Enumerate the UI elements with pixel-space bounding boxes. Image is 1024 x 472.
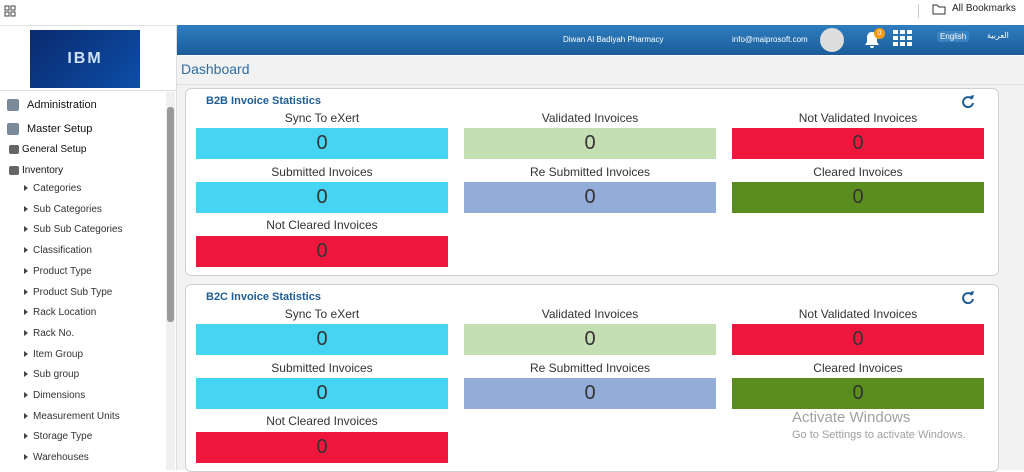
sidebar-item[interactable]: Item Group [33, 348, 84, 360]
sidebar-item[interactable]: Dimensions [33, 390, 86, 401]
grid-menu[interactable] [893, 30, 913, 47]
stat-value[interactable]: 0 [464, 128, 716, 159]
sidebar-item[interactable]: Rack Location [33, 307, 97, 319]
sidebar-item[interactable]: Sub Categories [33, 203, 102, 215]
caret [24, 247, 28, 254]
caret [24, 392, 28, 398]
stat-label: Sync To eXert [284, 111, 360, 125]
stat-label: Re Submitted Invoices [529, 360, 651, 375]
subsection-icon [9, 145, 19, 154]
avatar[interactable] [820, 28, 844, 52]
page-title: Dashboard [181, 61, 250, 77]
logo: IBM [30, 30, 140, 88]
stat-value[interactable]: 0 [196, 236, 448, 267]
stat-value[interactable]: 0 [196, 432, 448, 463]
stat-label: Submitted Invoices [271, 360, 373, 375]
stat-label: Cleared Invoices [813, 164, 903, 179]
stat-value[interactable]: 0 [196, 128, 448, 159]
sidebar-section[interactable]: Master Setup [27, 123, 93, 135]
watermark-subtitle: Go to Settings to activate Windows. [792, 429, 966, 441]
stat-label: Validated Invoices [541, 111, 639, 125]
sidebar-item[interactable]: Measurement Units [33, 410, 120, 422]
stat-label: Sync To eXert [284, 307, 360, 321]
sidebar-item[interactable]: Warehouses [33, 452, 89, 464]
scrollbar[interactable] [166, 92, 175, 470]
stat-value[interactable]: 0 [196, 324, 448, 355]
sidebar-item[interactable]: Categories [33, 183, 82, 194]
caret [24, 329, 28, 336]
email[interactable]: info@maiprosoft.com [732, 35, 808, 44]
lang-en[interactable]: English [937, 31, 970, 42]
stat-label: Not Validated Invoices [798, 111, 918, 125]
sidebar-subsection[interactable]: General Setup [22, 144, 87, 155]
stats-panel: B2C Invoice Statistics Sync To eXert 0 Vali… [185, 284, 999, 472]
caret [24, 371, 28, 378]
stat-value[interactable]: 0 [732, 378, 984, 409]
caret [24, 433, 28, 440]
sidebar-item[interactable]: Storage Type [33, 431, 93, 443]
sidebar-item[interactable]: Sub group [33, 369, 80, 381]
sidebar-section[interactable]: Administration [27, 99, 97, 111]
sidebar-item[interactable]: Product Type [33, 265, 92, 277]
stat-value[interactable]: 0 [196, 378, 448, 409]
stat-label: Not Cleared Invoices [266, 218, 378, 232]
refresh-icon[interactable] [961, 94, 975, 113]
stat-value[interactable]: 0 [732, 128, 984, 159]
folder-icon [932, 4, 946, 15]
sidebar-item[interactable]: Rack No. [33, 327, 75, 339]
stat-value[interactable]: 0 [732, 324, 984, 355]
caret [24, 350, 28, 357]
watermark-title: Activate Windows [792, 409, 911, 426]
caret [24, 309, 28, 316]
subsection-icon [9, 166, 19, 175]
caret [24, 412, 28, 419]
app-header: Diwan Al Badiyah Pharmacy info@maiprosof… [177, 25, 1024, 55]
stat-value[interactable]: 0 [464, 378, 716, 409]
sidebar-subsection[interactable]: Inventory [22, 165, 64, 176]
caret [24, 454, 28, 461]
panel-title: B2C Invoice Statistics [206, 291, 321, 303]
stat-value[interactable]: 0 [464, 324, 716, 355]
refresh-icon[interactable] [961, 290, 975, 309]
stat-label: Not Cleared Invoices [266, 414, 378, 428]
stats-panel: B2B Invoice Statistics Sync To eXert 0 Vali… [185, 88, 999, 276]
divider [177, 84, 1024, 85]
scroll-thumb[interactable] [167, 107, 174, 322]
badge: 0 [874, 28, 885, 39]
caret [24, 226, 28, 233]
company: Diwan Al Badiyah Pharmacy [563, 35, 664, 44]
caret [24, 288, 28, 295]
lang-ar[interactable]: العربية [987, 31, 1009, 40]
caret [24, 267, 28, 274]
stat-label: Submitted Invoices [271, 164, 373, 179]
sidebar-item[interactable]: Classification [33, 245, 92, 257]
stat-value[interactable]: 0 [732, 182, 984, 213]
section-icon [7, 99, 19, 111]
divider [0, 90, 176, 91]
sidebar-item[interactable]: Product Sub Type [33, 286, 113, 298]
stat-label: Cleared Invoices [813, 360, 903, 375]
stat-value[interactable]: 0 [196, 182, 448, 213]
sidebar: IBM Administration Master Setup General Se… [0, 26, 177, 470]
section-icon [7, 123, 19, 135]
stat-value[interactable]: 0 [464, 182, 716, 213]
stat-label: Validated Invoices [541, 307, 639, 321]
divider [918, 4, 919, 18]
caret [24, 205, 28, 212]
main: Dashboard B2B Invoice Statistics Sync To … [177, 56, 1024, 472]
bookmarks[interactable]: All Bookmarks [952, 3, 1016, 14]
panel-title: B2B Invoice Statistics [206, 95, 321, 107]
browser-bar: All Bookmarks [0, 0, 1024, 26]
sidebar-item[interactable]: Sub Sub Categories [33, 224, 123, 236]
caret [24, 185, 28, 191]
stat-label: Not Validated Invoices [798, 307, 918, 321]
apps-icon[interactable] [4, 5, 16, 17]
stat-label: Re Submitted Invoices [529, 164, 651, 179]
